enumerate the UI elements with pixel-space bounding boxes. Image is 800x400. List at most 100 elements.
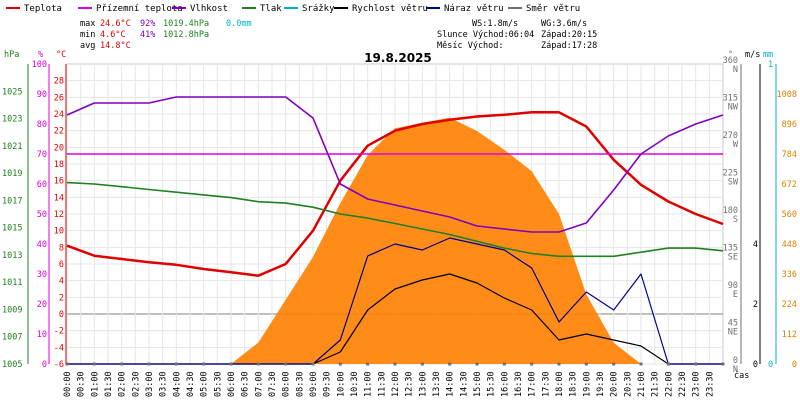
wind-direction-point <box>557 362 561 366</box>
stat-min-hum: 41% <box>140 30 155 40</box>
dir-tick-compass: S <box>733 215 738 225</box>
x-tick-label: 17:30 <box>541 371 551 397</box>
lux-tick-label: 896 <box>782 120 797 130</box>
wind-direction-point <box>256 362 260 366</box>
legend-label-prizemni-teplota: Přízemní teplota <box>96 4 183 14</box>
x-tick-label: 07:30 <box>268 371 278 397</box>
x-tick-label: 01:00 <box>90 371 100 397</box>
pct-tick-label: 60 <box>37 180 47 190</box>
x-tick-label: 09:30 <box>323 371 333 397</box>
legend-item-vlhkost: Vlhkost <box>172 4 228 14</box>
legend: Teplota Přízemní teplota Vlhkost Tlak Sr… <box>6 4 580 14</box>
x-tick-label: 22:30 <box>678 371 688 397</box>
wind-direction-point <box>202 362 206 366</box>
wind-direction-point <box>65 362 69 366</box>
stat-min-press: 1012.8hPa <box>163 30 209 40</box>
wind-direction-point <box>174 362 178 366</box>
lux-tick-label: 784 <box>782 150 797 160</box>
dir-tick-compass: SE <box>728 253 738 263</box>
hpa-tick-label: 1025 <box>2 87 22 97</box>
temp-tick-label: 0 <box>59 310 64 320</box>
temp-tick-label: 28 <box>54 77 64 87</box>
info-moonrise: Měsíc Východ: <box>437 41 504 51</box>
hpa-tick-label: 1015 <box>2 224 22 234</box>
x-tick-label: 07:00 <box>254 371 264 397</box>
x-tick-label: 01:30 <box>104 371 114 397</box>
legend-item-prizemni-teplota: Přízemní teplota <box>78 4 183 14</box>
dir-tick-degree: 225 <box>723 169 738 179</box>
temp-tick-label: 10 <box>54 227 64 237</box>
x-tick-label: 19:00 <box>582 371 592 397</box>
pct-tick-label: 100 <box>32 60 47 70</box>
info-wind-gust: WG:3.6m/s <box>541 19 587 29</box>
wind-direction-point <box>420 362 424 366</box>
mm-tick-label: 0 <box>768 360 773 370</box>
temp-tick-label: 14 <box>54 193 64 203</box>
x-tick-label: 04:30 <box>186 371 196 397</box>
wind-direction-point <box>639 362 643 366</box>
wind-direction-point <box>120 362 124 366</box>
x-tick-label: 14:30 <box>459 371 469 397</box>
legend-label-naraz-vetru: Náraz větru <box>444 4 504 14</box>
pct-tick-label: 40 <box>37 240 47 250</box>
wind-direction-point <box>612 362 616 366</box>
axis-dir-label: ° <box>728 50 733 60</box>
legend-label-smer-vetru: Směr větru <box>526 4 580 14</box>
info-block: WS:1.8m/s WG:3.6m/s Slunce Východ:06:04 … <box>437 19 597 51</box>
solar-radiation-area <box>67 117 723 364</box>
x-tick-label: 10:00 <box>336 371 346 397</box>
legend-label-tlak: Tlak <box>260 4 282 14</box>
temp-tick-label: 2 <box>59 293 64 303</box>
temp-tick-label: 18 <box>54 160 64 170</box>
hpa-tick-label: 1011 <box>2 278 22 288</box>
wind-direction-point <box>721 362 725 366</box>
x-tick-label: 12:30 <box>405 371 415 397</box>
dir-tick-degree: 360 <box>723 56 738 66</box>
temp-tick-label: 12 <box>54 210 64 220</box>
x-tick-label: 05:00 <box>200 371 210 397</box>
x-tick-label: 00:00 <box>63 371 73 397</box>
legend-item-rychlost-vetru: Rychlost větru <box>334 4 428 14</box>
info-sunset: Západ:20:15 <box>541 30 597 40</box>
series-0-line <box>66 111 724 277</box>
wind-direction-point <box>584 362 588 366</box>
x-tick-label: 13:30 <box>432 371 442 397</box>
hpa-tick-label: 1009 <box>2 305 22 315</box>
series-layer <box>65 96 725 366</box>
dir-tick-degree: 135 <box>723 244 738 254</box>
legend-item-naraz-vetru: Náraz větru <box>426 4 504 14</box>
axis-ms-label: m/s <box>745 50 760 60</box>
legend-item-smer-vetru: Směr větru <box>508 4 580 14</box>
x-tick-label: 15:30 <box>487 371 497 397</box>
hpa-tick-label: 1021 <box>2 142 22 152</box>
temp-tick-label: 26 <box>54 93 64 103</box>
dir-tick-compass: SW <box>728 178 739 188</box>
axis-hpa-label: hPa <box>4 50 19 60</box>
ms-tick-label: 2 <box>753 300 758 310</box>
lux-tick-label: 560 <box>782 210 797 220</box>
legend-item-tlak: Tlak <box>242 4 282 14</box>
pct-tick-label: 30 <box>37 270 47 280</box>
solar-radiation-layer <box>67 117 723 364</box>
x-tick-label: 08:00 <box>282 371 292 397</box>
stat-max-hum: 92% <box>140 19 155 29</box>
stat-max-press: 1019.4hPa <box>163 19 209 29</box>
temp-tick-label: 20 <box>54 143 64 153</box>
stat-min-label: min <box>80 30 95 40</box>
lux-tick-label: 0 <box>792 360 797 370</box>
x-tick-label: 06:30 <box>241 371 251 397</box>
wind-direction-point <box>475 362 479 366</box>
x-tick-label: 15:00 <box>473 371 483 397</box>
temp-tick-label: -2 <box>54 327 64 337</box>
dir-tick-compass: W <box>733 140 739 150</box>
x-tick-label: 18:30 <box>569 371 579 397</box>
dir-tick-compass: N <box>733 65 738 75</box>
wind-direction-point <box>530 362 534 366</box>
ms-tick-label: 4 <box>753 240 758 250</box>
wind-direction-point <box>311 362 315 366</box>
x-tick-label: 23:30 <box>705 371 715 397</box>
dir-tick-compass: N <box>733 365 738 375</box>
x-tick-label: 04:00 <box>172 371 182 397</box>
